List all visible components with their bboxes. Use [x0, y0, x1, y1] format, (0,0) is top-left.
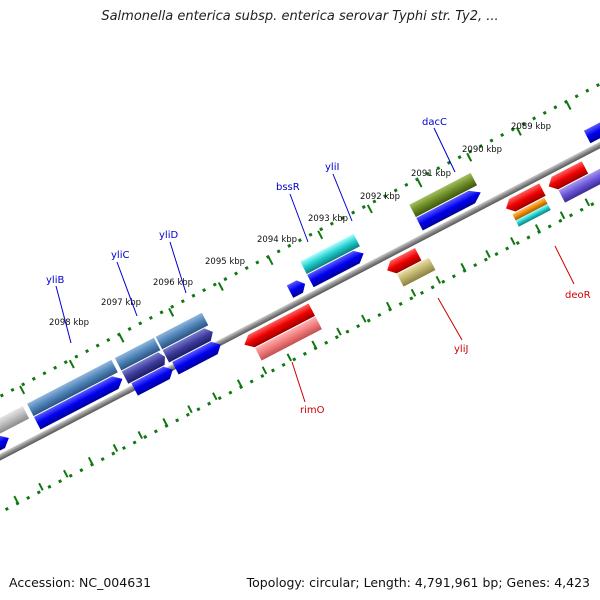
kbp-label: 2097 kbp — [101, 298, 141, 308]
kbp-label: 2096 kbp — [153, 278, 193, 288]
forward-gene-labels: yliB yliC yliD bssR yliI dacC — [46, 117, 456, 344]
major-tick — [416, 178, 423, 188]
gene-label-dacc[interactable]: dacC — [422, 117, 447, 128]
gene-arrow-ylii[interactable] — [300, 233, 360, 274]
minor-tick — [534, 224, 541, 233]
reverse-gene-labels: rimO yliJ deoR — [291, 245, 591, 416]
gene-arrow-orange[interactable] — [512, 197, 548, 221]
minor-ticks-inner — [13, 198, 591, 504]
gene-arrow-cyan[interactable] — [515, 203, 551, 227]
gene-arrow-blue[interactable] — [416, 186, 484, 231]
minor-tick — [162, 418, 168, 427]
major-tick — [118, 333, 125, 343]
gene-label-ylib[interactable]: yliB — [46, 275, 64, 286]
major-ticks — [19, 101, 572, 395]
minor-tick — [336, 327, 342, 336]
kbp-label: 2090 kbp — [462, 145, 502, 155]
major-tick — [267, 256, 274, 266]
gene-arrow-rimo[interactable] — [255, 316, 322, 361]
gene-arrow-blue[interactable] — [33, 373, 126, 430]
major-tick — [366, 204, 373, 214]
minor-tick — [485, 249, 491, 259]
gene-label-ylii[interactable]: yliI — [325, 162, 339, 173]
gene-arrow-red[interactable] — [384, 248, 422, 277]
gene-arrow-ylic-cds[interactable] — [121, 351, 168, 384]
gene-label-ylid[interactable]: yliD — [159, 230, 178, 241]
page-title: Salmonella enterica subsp. enterica sero… — [101, 9, 499, 24]
genome-summary-text: Topology: circular; Length: 4,791,961 bp… — [246, 575, 590, 590]
gene-arrow-blue[interactable] — [583, 113, 600, 144]
minor-tick — [584, 198, 591, 207]
minor-tick — [361, 314, 367, 323]
minor-tick — [311, 340, 317, 349]
gene-arrow-blue[interactable] — [307, 247, 367, 288]
major-tick — [317, 230, 324, 240]
gene-arrow-blue[interactable] — [172, 338, 224, 375]
gene-arrow-blue[interactable] — [131, 363, 176, 396]
gene-arrow-red[interactable] — [503, 183, 546, 214]
kbp-label: 2093 kbp — [308, 214, 348, 224]
minor-tick — [13, 495, 19, 504]
minor-tick — [460, 262, 466, 271]
minor-tick — [187, 405, 193, 414]
major-tick — [68, 359, 75, 369]
gene-arrow-ylid[interactable] — [155, 312, 209, 350]
gene-label-ylic[interactable]: yliC — [111, 250, 129, 261]
gene-arrow-purple[interactable] — [558, 153, 600, 203]
kbp-label: 2091 kbp — [411, 169, 451, 179]
kbp-label: 2098 kbp — [49, 318, 89, 328]
gene-arrow-red[interactable] — [241, 303, 316, 351]
major-tick — [565, 101, 572, 110]
major-tick — [168, 307, 175, 317]
gene-arrow-bssr[interactable] — [286, 278, 309, 298]
gene-arrow-ylic[interactable] — [114, 337, 161, 371]
gene-arrow-gray[interactable] — [0, 406, 30, 467]
major-tick — [515, 126, 522, 136]
minor-tick — [63, 469, 69, 478]
minor-tick — [38, 482, 44, 491]
minor-tick — [435, 275, 442, 284]
gene-arrow-ylib[interactable] — [27, 359, 118, 417]
minor-tick — [236, 379, 243, 388]
minor-tick — [87, 456, 94, 465]
gene-arrow-yliJ[interactable] — [397, 257, 436, 287]
genome-backbone — [0, 99, 600, 503]
minor-tick — [385, 301, 392, 310]
minor-tick — [261, 366, 268, 375]
gene-label-rimo[interactable]: rimO — [300, 405, 325, 416]
gene-label-ylij[interactable]: yliJ — [454, 344, 468, 355]
minor-tick — [137, 430, 144, 440]
major-tick — [19, 385, 26, 395]
gene-arrow-dacc[interactable] — [409, 172, 478, 218]
kbp-label: 2092 kbp — [360, 192, 400, 202]
gene-arrow-red[interactable] — [545, 161, 589, 192]
gene-label-bssr[interactable]: bssR — [276, 182, 300, 193]
minor-tick — [286, 353, 293, 362]
minor-tick — [410, 288, 417, 297]
minor-tick — [212, 392, 218, 401]
major-tick — [217, 282, 224, 291]
gene-arrow-ylid-cds[interactable] — [162, 326, 216, 363]
minor-tick — [112, 443, 119, 452]
accession-text: Accession: NC_004631 — [9, 575, 152, 590]
kbp-labels: 2089 kbp 2090 kbp 2091 kbp 2092 kbp 2093… — [49, 122, 551, 328]
minor-tick — [510, 237, 516, 246]
kbp-label: 2095 kbp — [205, 257, 245, 267]
major-tick — [466, 152, 473, 162]
kbp-label: 2089 kbp — [511, 122, 551, 132]
minor-tick — [559, 211, 566, 220]
kbp-label: 2094 kbp — [257, 235, 297, 245]
gene-label-deor[interactable]: deoR — [565, 290, 591, 301]
